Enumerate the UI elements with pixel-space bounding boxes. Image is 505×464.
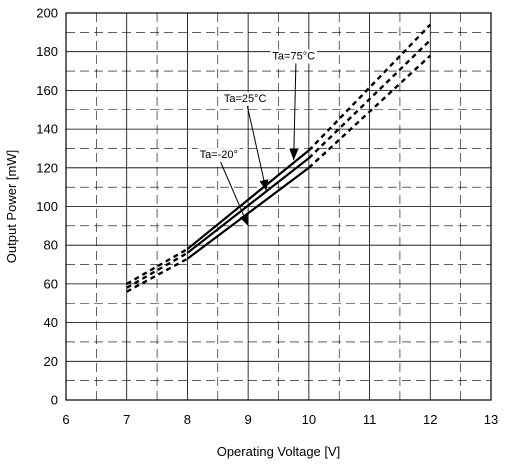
x-axis-label: Operating Voltage [V] bbox=[217, 444, 341, 459]
annotation-label: Ta=75°C bbox=[272, 50, 315, 62]
y-tick-label: 100 bbox=[36, 199, 58, 214]
y-tick-label: 180 bbox=[36, 44, 58, 59]
annotation-label: Ta=25°C bbox=[224, 93, 267, 105]
series-solid bbox=[186, 166, 310, 260]
y-tick-label: 0 bbox=[51, 393, 58, 408]
y-tick-label: 20 bbox=[44, 354, 58, 369]
x-tick-labels: 6 7 8 9 10 11 12 13 bbox=[62, 412, 498, 427]
y-axis-label: Output Power [mW] bbox=[4, 150, 19, 263]
series-dashed-high bbox=[307, 23, 432, 152]
annotation-arrow-line bbox=[246, 105, 267, 192]
series-dashed-low bbox=[126, 251, 189, 289]
annotation-arrowhead bbox=[289, 148, 299, 161]
x-tick-label: 6 bbox=[62, 412, 69, 427]
y-tick-label: 140 bbox=[36, 122, 58, 137]
y-tick-label: 160 bbox=[36, 83, 58, 98]
annotation-arrowhead bbox=[239, 213, 249, 226]
series-dashed-low bbox=[126, 248, 189, 285]
annotation-label: Ta=-20° bbox=[200, 149, 238, 161]
annotation-label-bg bbox=[221, 92, 269, 107]
y-tick-label: 200 bbox=[36, 6, 58, 21]
x-tick-label: 10 bbox=[302, 412, 316, 427]
y-tick-label: 80 bbox=[44, 238, 58, 253]
annotation-arrow-line bbox=[220, 161, 249, 227]
series-lines bbox=[126, 23, 432, 293]
annotation-label-bg bbox=[270, 49, 318, 64]
x-tick-label: 7 bbox=[123, 412, 130, 427]
x-tick-label: 12 bbox=[423, 412, 437, 427]
y-tick-label: 60 bbox=[44, 276, 58, 291]
x-tick-label: 9 bbox=[245, 412, 252, 427]
annotation-arrow-line bbox=[293, 63, 297, 161]
annotations: Ta=75°C Ta=25°C Ta=-20° bbox=[197, 49, 318, 227]
series-dashed-high bbox=[308, 39, 432, 159]
series-dashed-high bbox=[308, 54, 432, 169]
y-tick-label: 120 bbox=[36, 160, 58, 175]
x-tick-label: 11 bbox=[363, 412, 377, 427]
y-tick-label: 40 bbox=[44, 315, 58, 330]
grid-major bbox=[66, 13, 491, 400]
y-tick-labels: 0 20 40 60 80 100 120 140 160 180 200 bbox=[36, 6, 58, 408]
grid-minor bbox=[66, 13, 491, 400]
x-tick-label: 13 bbox=[484, 412, 498, 427]
annotation-label-bg bbox=[197, 148, 240, 163]
series-solid bbox=[186, 149, 310, 250]
x-tick-label: 8 bbox=[184, 412, 191, 427]
plot-frame bbox=[65, 12, 492, 401]
series-dashed-low bbox=[126, 257, 189, 293]
annotation-arrowhead bbox=[259, 179, 269, 192]
series-solid bbox=[186, 157, 310, 254]
